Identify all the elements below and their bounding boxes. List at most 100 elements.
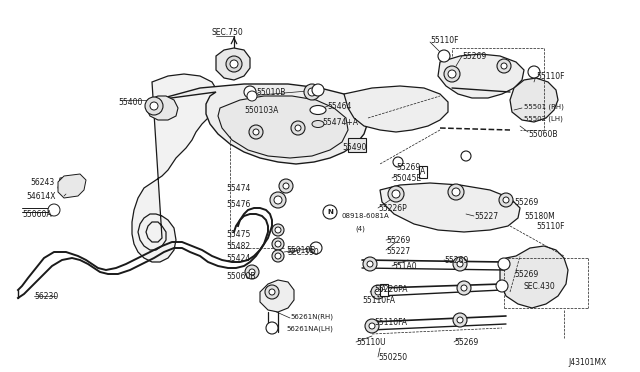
Text: 55502 (LH): 55502 (LH) (524, 115, 563, 122)
Text: A: A (420, 167, 426, 176)
Text: 55269: 55269 (514, 198, 538, 207)
Circle shape (244, 86, 256, 98)
Circle shape (448, 184, 464, 200)
Text: 55227: 55227 (474, 212, 498, 221)
Circle shape (245, 265, 259, 279)
Text: 08918-6081A: 08918-6081A (342, 213, 390, 219)
Text: 551A0: 551A0 (392, 262, 417, 271)
Text: SEC.390: SEC.390 (288, 248, 320, 257)
Circle shape (270, 192, 286, 208)
Circle shape (266, 322, 278, 334)
Circle shape (501, 63, 507, 69)
Polygon shape (132, 74, 218, 262)
Circle shape (392, 190, 400, 198)
Text: 55010B: 55010B (256, 88, 285, 97)
Circle shape (323, 205, 337, 219)
Text: J43101MX: J43101MX (568, 358, 606, 367)
Text: 55269: 55269 (454, 338, 478, 347)
Text: 55475: 55475 (226, 230, 250, 239)
Text: 55474: 55474 (226, 184, 250, 193)
Circle shape (371, 285, 385, 299)
Text: 55110F: 55110F (430, 36, 458, 45)
Text: 55424: 55424 (226, 254, 250, 263)
Circle shape (457, 261, 463, 267)
Text: 55060B: 55060B (528, 130, 557, 139)
Circle shape (312, 84, 324, 96)
Text: 55226PA: 55226PA (374, 285, 408, 294)
Polygon shape (216, 48, 250, 80)
Polygon shape (218, 96, 348, 158)
Circle shape (498, 258, 510, 270)
Text: 55490: 55490 (342, 143, 366, 152)
Bar (348, 138, 366, 152)
Circle shape (497, 59, 511, 73)
Circle shape (528, 66, 540, 78)
Circle shape (365, 319, 379, 333)
Text: 55464: 55464 (327, 102, 351, 111)
Circle shape (265, 285, 279, 299)
Circle shape (496, 280, 508, 292)
Polygon shape (344, 86, 448, 132)
Polygon shape (380, 183, 520, 232)
Text: 55269: 55269 (386, 236, 410, 245)
Circle shape (304, 84, 320, 100)
Text: 55269: 55269 (396, 163, 420, 172)
Text: 55180M: 55180M (524, 212, 555, 221)
Text: 55227: 55227 (386, 247, 410, 256)
Circle shape (269, 289, 275, 295)
Text: A: A (381, 285, 387, 295)
Circle shape (453, 257, 467, 271)
Circle shape (452, 188, 460, 196)
Circle shape (272, 250, 284, 262)
Text: 56261NA(LH): 56261NA(LH) (286, 325, 333, 331)
Text: 55269: 55269 (514, 270, 538, 279)
Text: 55110FA: 55110FA (362, 296, 395, 305)
Polygon shape (438, 54, 524, 98)
Circle shape (453, 313, 467, 327)
Text: 54614X: 54614X (26, 192, 56, 201)
Text: 55045E: 55045E (392, 174, 421, 183)
Circle shape (308, 88, 316, 96)
Text: 55060B: 55060B (226, 272, 255, 281)
Circle shape (369, 323, 375, 329)
Circle shape (438, 50, 450, 62)
Circle shape (247, 91, 257, 101)
Text: SEC.430: SEC.430 (524, 282, 556, 291)
Circle shape (367, 261, 373, 267)
Text: SEC.750: SEC.750 (212, 28, 244, 37)
Circle shape (388, 186, 404, 202)
Text: N: N (327, 209, 333, 215)
Text: 56243: 56243 (30, 178, 54, 187)
Circle shape (226, 56, 242, 72)
Text: 550250: 550250 (378, 353, 407, 362)
Circle shape (253, 129, 259, 135)
Polygon shape (260, 280, 294, 312)
Polygon shape (58, 176, 82, 194)
Text: 55110F: 55110F (536, 222, 564, 231)
Circle shape (503, 197, 509, 203)
Circle shape (457, 317, 463, 323)
Text: 55482: 55482 (226, 242, 250, 251)
Circle shape (275, 253, 281, 259)
Circle shape (444, 66, 460, 82)
Circle shape (272, 224, 284, 236)
Polygon shape (58, 174, 86, 198)
Circle shape (275, 241, 281, 247)
Text: (4): (4) (355, 225, 365, 231)
Ellipse shape (310, 106, 326, 115)
Circle shape (272, 238, 284, 250)
Circle shape (230, 60, 238, 68)
Circle shape (461, 285, 467, 291)
Circle shape (150, 102, 158, 110)
Polygon shape (146, 96, 178, 120)
Text: 55269: 55269 (444, 256, 468, 265)
Ellipse shape (312, 121, 324, 128)
Text: 55501 (RH): 55501 (RH) (524, 104, 564, 110)
Circle shape (457, 281, 471, 295)
Circle shape (249, 269, 255, 275)
Text: 55110F: 55110F (536, 72, 564, 81)
Circle shape (275, 227, 281, 233)
Polygon shape (510, 78, 558, 122)
Circle shape (461, 151, 471, 161)
Text: 55476: 55476 (226, 200, 250, 209)
